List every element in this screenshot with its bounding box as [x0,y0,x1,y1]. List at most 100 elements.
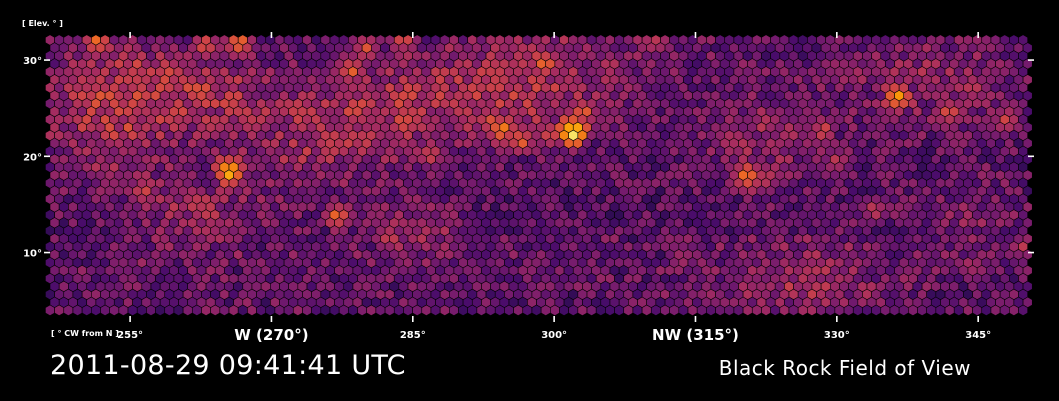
hexbin-cell [393,304,404,316]
hexbin-cell [54,304,65,316]
hexbin-cell [292,304,303,316]
hexbin-cell [237,304,248,316]
hexbin-cell [504,304,514,316]
hexbin-cell [898,304,909,316]
hexbin-cell [724,304,735,316]
hexbin-cell [540,304,551,316]
hexbin-cell [605,304,615,316]
hexbin-cell [228,304,239,316]
hexbin-cell [944,304,955,316]
hexbin-cell [329,304,340,316]
hexbin-cell [531,304,542,316]
hexbin-cell [550,304,560,316]
hexbin-cell [81,304,92,316]
hexbin-cell [660,304,670,316]
hexbin-cell [247,304,257,316]
hexbin-cell [173,304,184,316]
hexbin-cell [825,304,836,316]
hexbin-cell [559,304,569,316]
y-axis-label: [ Elev. ° ] [22,19,63,28]
hexbin-cell [136,304,147,316]
hexbin-cell [669,304,680,316]
hexbin-cell [72,304,83,316]
hexbin-cell [100,304,110,316]
hexbin-cell [926,304,937,316]
hexbin-cell [439,304,450,316]
hexbin-cell [182,304,193,316]
hexbin-cell [458,304,468,316]
hexbin-cell [963,304,973,316]
hexbin-cell [807,304,817,316]
hexbin-cell [990,304,1001,316]
hexbin-cell [430,304,441,316]
axis-ticks [44,32,1034,322]
hexbin-cell [357,304,368,316]
hexbin-cell [127,304,138,316]
x-tick-label: NW (315°) [652,326,739,344]
hexbin-cell [118,304,129,316]
hexbin-cell [467,304,478,316]
hexbin-cell [191,304,202,316]
hexbin-cell [761,304,771,316]
hexbin-cell [733,304,744,316]
hexbin-cell [201,304,211,316]
hexbin-cell [834,304,845,316]
hexbin-cell [862,304,872,316]
hexbin-cell [1018,304,1028,316]
hexbin-cell [320,304,331,316]
x-tick-label: 345° [965,330,991,341]
y-tick-label: 10° [23,249,42,260]
hexbin-cell [311,304,322,316]
hexbin-cell [476,304,487,316]
hexbin-cell [678,304,689,316]
hexbin-cell [164,304,175,316]
hexbin-cell [880,304,891,316]
x-tick-label: 300° [541,330,567,341]
hexbin-cell [403,304,413,316]
hexbin-cell [283,304,294,316]
hexbin-cell [210,304,221,316]
hexbin-cell [1009,304,1019,316]
hexbin-cell [568,304,579,316]
hexbin-cell [256,304,267,316]
hexbin-cell [219,304,230,316]
hexbin-cell [706,304,716,316]
hexbin-cells [45,34,1033,316]
hexbin-cell [908,304,918,316]
hexbin-cell [412,304,423,316]
x-tick-label: 285° [400,330,426,341]
hexbin-cell [770,304,781,316]
hexbin-cell [715,304,726,316]
hexbin-cell [843,304,854,316]
x-tick-label: W (270°) [234,326,308,344]
hexbin-cell [146,304,156,316]
hexbin-cell [623,304,634,316]
hexbin-cell [522,304,533,316]
y-tick-label: 20° [23,152,42,163]
axis-tick-labels: 255° W (270°) 285° 300° NW (315°) 330° 345° 10°… [23,56,991,344]
hexbin-cell [972,304,983,316]
hexbin-cell [917,304,927,316]
hexbin-cell [999,304,1010,316]
hexbin-cell [935,304,946,316]
hexbin-cell [816,304,826,316]
hexbin-cell [889,304,900,316]
hexbin-cell [109,304,120,316]
chart-title: Black Rock Field of View [718,356,971,380]
y-tick-label: 30° [23,56,42,67]
hexbin-cell [421,304,432,316]
hexbin-cell [274,304,285,316]
hexbin-cell [384,304,395,316]
hexbin-cell [632,304,643,316]
x-tick-label: 330° [824,330,850,341]
hexbin-cell [788,304,799,316]
hexbin-cell [338,304,349,316]
hexbin-cell [494,304,505,316]
x-tick-label: 255° [117,330,143,341]
hexbin-cell [650,304,661,316]
hexbin-cell [375,304,386,316]
hexbin-cell [513,304,524,316]
hexbin-cell [577,304,588,316]
hexbin-cell [696,304,707,316]
